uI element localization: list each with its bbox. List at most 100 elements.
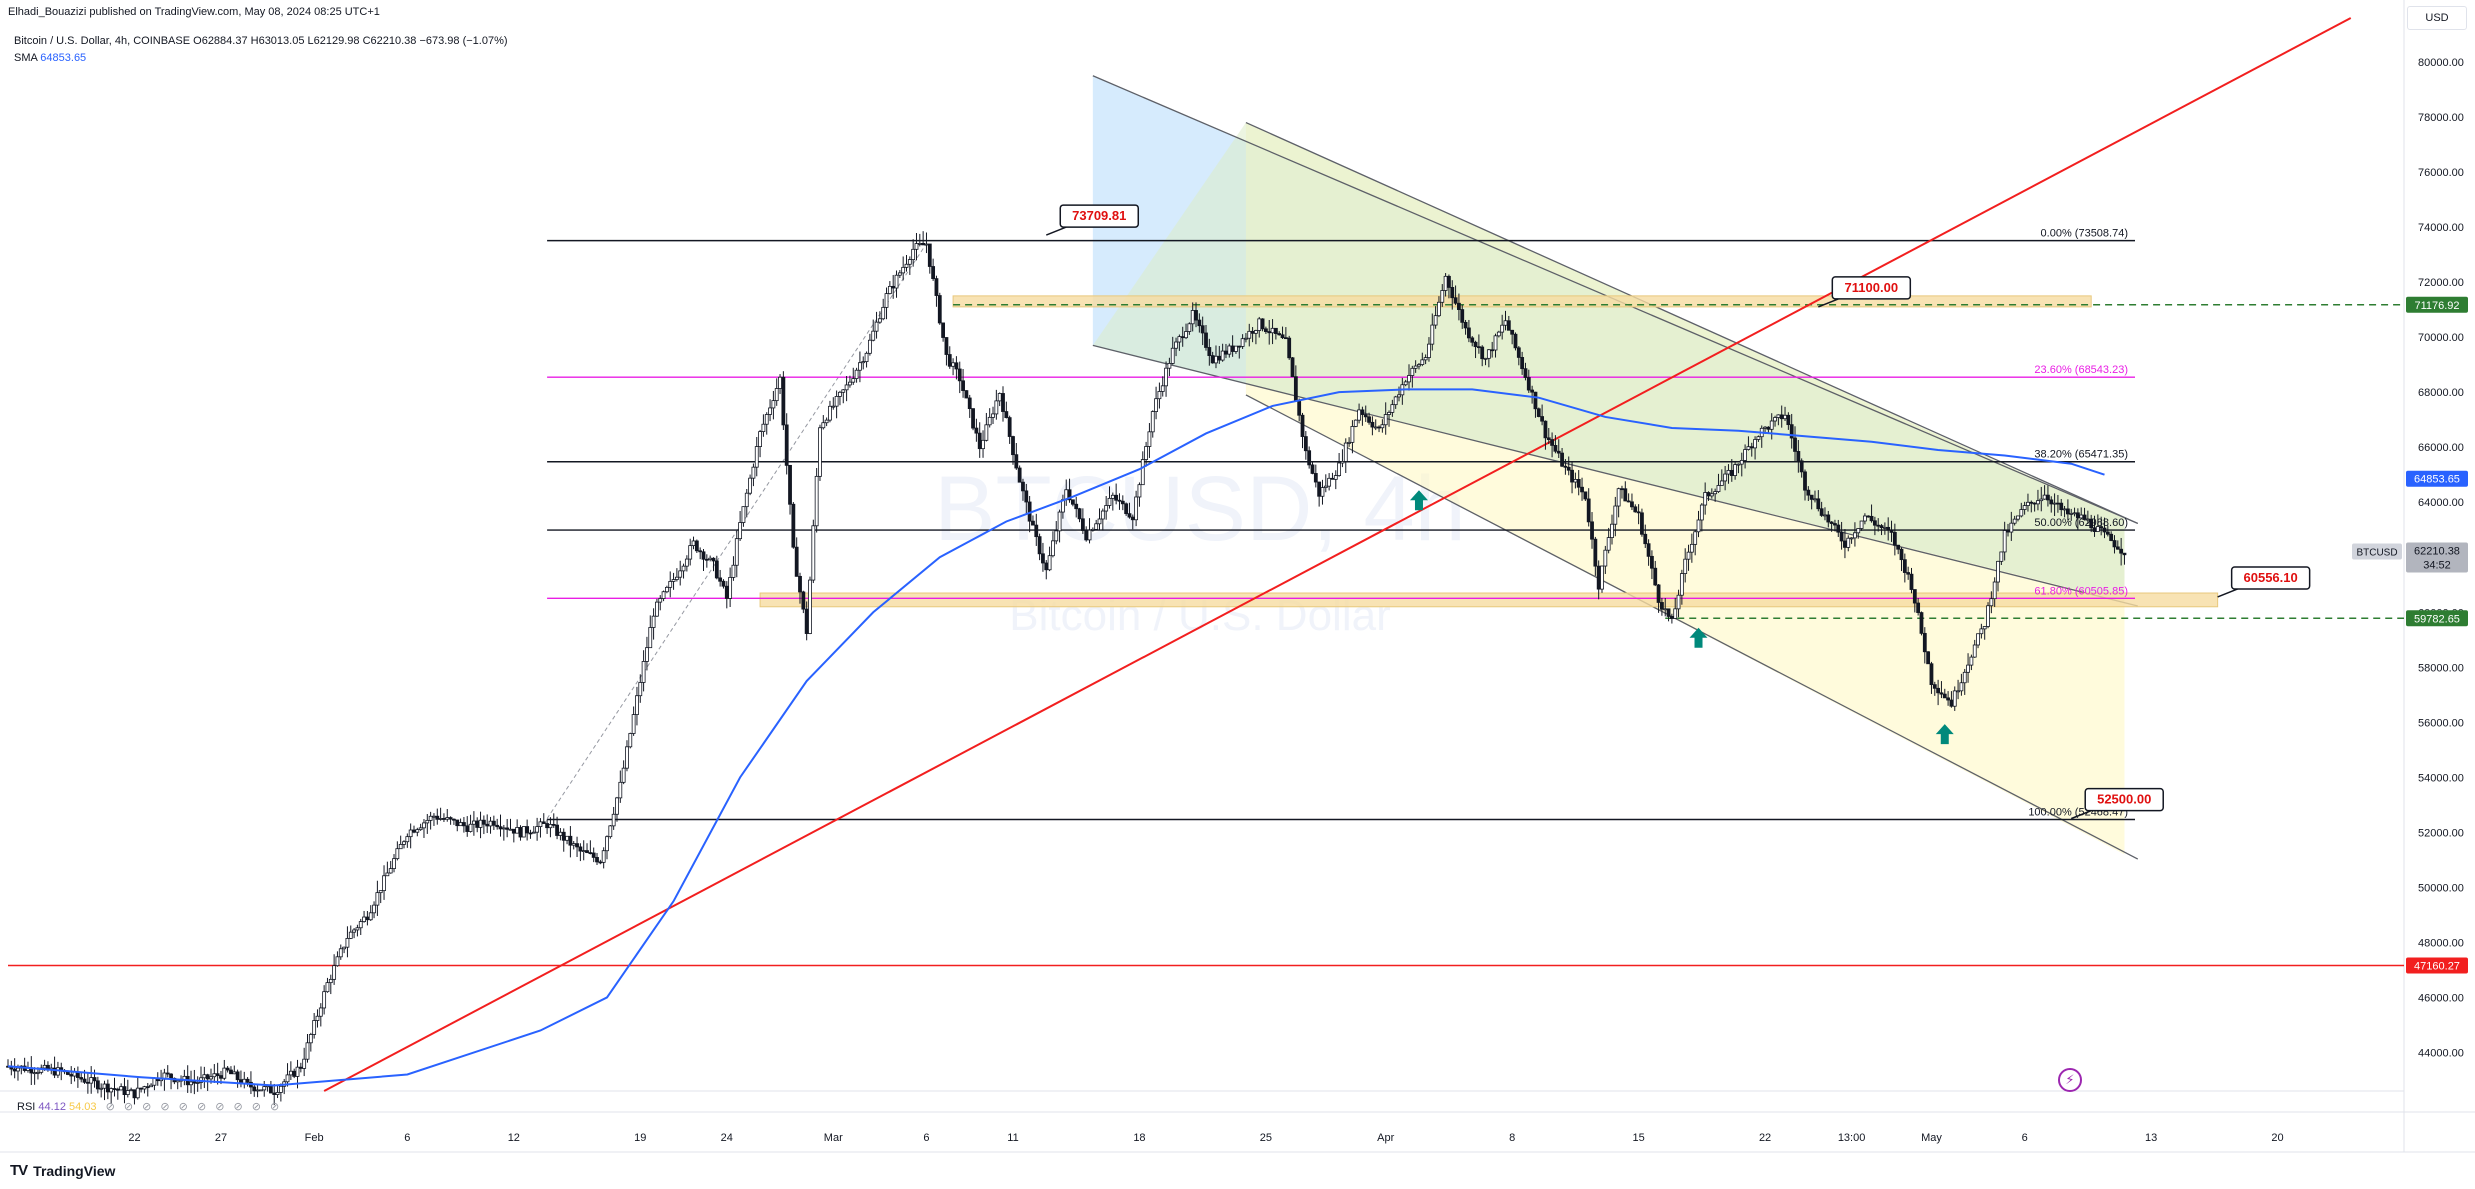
candle [1563,459,1568,475]
candle-body [385,872,390,877]
ohlc-values: O62884.37 H63013.05 L62129.98 C62210.38 … [193,35,508,47]
flash-icon[interactable]: ⚡ [2058,1068,2082,1092]
tradingview-logo[interactable]: TV TradingView [10,1162,115,1179]
candle [1530,385,1535,404]
candle-body [1793,437,1797,452]
rsi-legend[interactable]: RSI 44.12 54.03 ⊘ ⊘ ⊘ ⊘ ⊘ ⊘ ⊘ ⊘ ⊘ ⊘ [17,1100,282,1113]
symbol-row[interactable]: Bitcoin / U.S. Dollar, 4h, COINBASE O628… [14,33,508,50]
candle-body [89,1077,94,1084]
candle [601,847,606,869]
candle [491,815,496,831]
candle [867,333,872,356]
candle [2089,514,2094,533]
candle [1120,495,1125,511]
candle [175,1080,180,1090]
candle-body [195,1082,200,1084]
candle-body [345,938,350,948]
candle [1357,403,1361,424]
candle [588,840,593,855]
candle [1932,681,1937,696]
candle [894,270,899,298]
candle [781,371,786,430]
candle [1936,679,1941,706]
candle [901,256,906,281]
candle-body [1300,414,1305,437]
candle [731,556,736,581]
candle [1699,503,1704,532]
candle [298,1062,303,1073]
candle-body [1473,341,1478,348]
candle [804,601,809,641]
candle-body [971,408,975,429]
candle [1347,437,1351,447]
candle-body [1952,690,1957,707]
candle-body [1999,551,2004,562]
candle [2012,515,2017,526]
candle-body [192,1081,197,1084]
fib-level-label-1: 23.60% (68543.23) [2034,364,2128,376]
candle [638,674,643,703]
y-tick-label-17: 46000.00 [2418,992,2464,1004]
candle-body [1154,398,1158,412]
candle-body [525,826,530,834]
candle [318,1003,323,1027]
sma-row[interactable]: SMA 64853.65 [14,50,508,67]
candle-body [2006,530,2010,533]
candle-body [1310,464,1315,474]
candle-body [1057,511,1062,532]
candle-body [1214,355,1218,364]
candle-body [515,827,520,834]
candle-body [335,956,340,967]
candle [974,418,979,442]
candle [212,1064,217,1083]
candle [1996,560,2000,592]
candle [1473,340,1478,359]
candle [332,954,337,985]
candle-body [1906,572,1911,575]
candle-body [458,822,463,827]
candle [378,890,383,904]
candle-body [278,1085,283,1093]
candle-body [1543,420,1548,439]
candle-body [927,243,932,267]
candle-body [1164,367,1168,387]
candle [1100,508,1105,531]
candle [674,568,679,582]
candle [1307,446,1312,469]
candle [1466,319,1471,343]
indicator-controls-icon[interactable]: ⊘ ⊘ ⊘ ⊘ ⊘ ⊘ ⊘ ⊘ ⊘ ⊘ [105,1101,283,1113]
candle-body [754,446,759,468]
candle-body [272,1092,277,1095]
candle [52,1056,57,1079]
currency-button[interactable]: USD [2407,6,2467,30]
candle-body [468,823,473,832]
candle-body [1849,537,1854,540]
candle [1686,544,1691,571]
candle [1593,536,1598,576]
candle [1167,357,1172,377]
candle [738,511,743,541]
candle [471,811,476,836]
candle [548,817,553,838]
candle-body [129,1089,134,1092]
candle [268,1080,273,1094]
candle-body [1403,381,1408,386]
candle-body [2036,500,2040,505]
candle-body [1496,331,1501,337]
x-tick-label-13: 8 [1509,1132,1515,1144]
candle [1350,420,1355,454]
candle [794,537,799,577]
candle-body [328,978,333,984]
candle [325,977,330,993]
candle [951,358,955,376]
candle [452,818,456,825]
candle-body [1024,490,1029,503]
candle [292,1068,297,1079]
candle-body [535,826,540,833]
candle [924,232,929,254]
candle [372,901,376,919]
candle [1107,486,1112,509]
candle-body [694,540,699,552]
candle-body [991,413,995,418]
